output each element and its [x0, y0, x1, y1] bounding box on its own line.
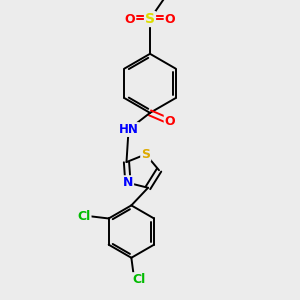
Text: O: O	[125, 13, 135, 26]
Text: O: O	[165, 13, 175, 26]
Text: S: S	[141, 148, 150, 161]
Text: N: N	[123, 176, 133, 189]
Text: Cl: Cl	[77, 210, 91, 223]
Text: Cl: Cl	[132, 273, 145, 286]
Text: S: S	[145, 12, 155, 26]
Text: O: O	[165, 115, 175, 128]
Text: HN: HN	[118, 123, 139, 136]
